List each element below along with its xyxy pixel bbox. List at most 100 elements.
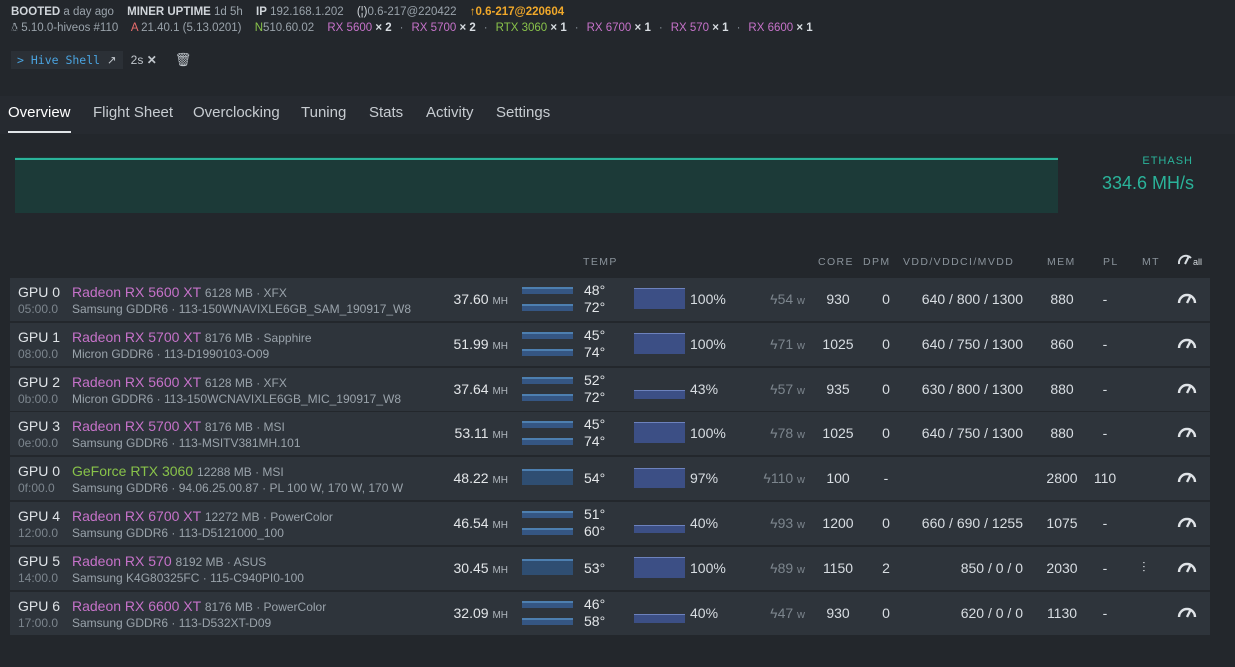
- gpu-row[interactable]: GPU 1 08:00.0 Radeon RX 5700 XT 8176 MB …: [10, 322, 1210, 366]
- sliders-icon[interactable]: ⫶: [1142, 558, 1146, 575]
- gpu-bus: 0e:00.0: [18, 436, 59, 451]
- tab-overview[interactable]: Overview: [8, 104, 71, 133]
- gauge-icon[interactable]: [1177, 424, 1197, 438]
- gauge-icon[interactable]: [1177, 335, 1197, 349]
- amd-prefix: A: [130, 22, 138, 34]
- hashrate-unit: MH: [492, 609, 508, 621]
- tab-overclocking[interactable]: Overclocking: [193, 104, 280, 121]
- gpu-name: Radeon RX 6600 XT 8176 MB · PowerColor: [72, 598, 326, 614]
- gpu-memory: 8176 MB · MSI: [204, 420, 285, 435]
- gpu-details: Samsung GDDR6 · 113-D532XT-D09: [72, 615, 272, 630]
- core-clock: 1150: [822, 559, 854, 576]
- power: ϟ57 w: [770, 381, 805, 397]
- kernel: 5.10.0-hiveos #110: [21, 22, 119, 34]
- gpu-bus: 17:00.0: [18, 615, 59, 630]
- temp-bar: [522, 304, 573, 311]
- hashrate-value: 53.11: [454, 425, 489, 442]
- core-temp: 53°: [584, 559, 606, 576]
- tab-stats[interactable]: Stats: [369, 104, 404, 121]
- tab-flight-sheet[interactable]: Flight Sheet: [93, 104, 174, 121]
- core-clock: 930: [826, 291, 850, 307]
- power-unit: w: [797, 563, 805, 576]
- gpu-row[interactable]: GPU 2 0b:00.0 Radeon RX 5600 XT 6128 MB …: [10, 367, 1210, 411]
- power-value: 78: [777, 425, 794, 442]
- gpu-count-model: RX 5600: [327, 22, 373, 34]
- trash-icon[interactable]: 🗑︎: [174, 52, 192, 67]
- hashrate-value: 37.60: [453, 291, 489, 307]
- gpu-row[interactable]: GPU 6 17:00.0 Radeon RX 6600 XT 8176 MB …: [10, 591, 1210, 635]
- gauge-icon[interactable]: [1177, 290, 1197, 304]
- gpu-row[interactable]: GPU 4 12:00.0 Radeon RX 6700 XT 12272 MB…: [10, 502, 1210, 545]
- shell-bar: > Hive Shell ↗ 2s ✕ 🗑︎: [11, 51, 191, 69]
- separator: ·: [574, 22, 579, 34]
- tab-activity[interactable]: Activity: [426, 104, 474, 121]
- bolt-icon: ϟ: [770, 559, 778, 576]
- hashrate-value: 48.22: [453, 470, 489, 487]
- gpu-details: Samsung GDDR6 · 113-D5121000_100: [72, 526, 284, 540]
- tab-tuning[interactable]: Tuning: [301, 104, 347, 121]
- fan-percent: 97%: [690, 470, 719, 487]
- hive-shell-button[interactable]: > Hive Shell ↗: [11, 51, 123, 69]
- close-icon[interactable]: ✕: [146, 53, 157, 67]
- header-mt: MT: [1142, 256, 1160, 268]
- gauge-icon[interactable]: [1177, 469, 1197, 483]
- temp-bar: [522, 348, 573, 356]
- mem-clock: 880: [1050, 291, 1074, 307]
- temp-bar: [522, 469, 573, 486]
- tab-settings[interactable]: Settings: [496, 104, 551, 121]
- bolt-icon: ϟ: [770, 604, 778, 621]
- power: ϟ93 w: [770, 515, 805, 531]
- temp-bar: [522, 558, 573, 575]
- power-value: 71: [777, 335, 794, 352]
- mem-temp: 58°: [584, 612, 606, 629]
- gpu-hashrate: 30.45 MH: [454, 560, 509, 576]
- update-icon[interactable]: ↑: [469, 6, 476, 18]
- status-line: BOOTED a day ago MINER UPTIME 1d 5h IP 1…: [11, 6, 564, 18]
- gpu-row[interactable]: GPU 0 0f:00.0 GeForce RTX 3060 12288 MB …: [10, 457, 1210, 501]
- voltages: 640 / 750 / 1300: [921, 335, 1023, 352]
- gpu-bus: 14:00.0: [18, 570, 59, 585]
- gpu-name: Radeon RX 5600 XT 6128 MB · XFX: [72, 284, 287, 300]
- core-temp: 46°: [584, 595, 606, 612]
- gpu-row[interactable]: GPU 3 0e:00.0 Radeon RX 5700 XT 8176 MB …: [10, 412, 1210, 456]
- bolt-icon: ϟ: [770, 425, 778, 442]
- system-line: 🐧︎ 5.10.0-hiveos #110 A 21.40.1 (5.13.02…: [11, 22, 813, 36]
- bolt-icon: ϟ: [770, 380, 778, 397]
- ip-label: IP: [256, 6, 267, 18]
- temp-bar: [522, 511, 573, 518]
- core-clock: 1025: [822, 425, 854, 442]
- header-dpm: DPM: [863, 256, 891, 268]
- gpu-details: Micron GDDR6 · 113-150WCNAVIXLE6GB_MIC_1…: [72, 391, 402, 406]
- gpu-id: GPU 0: [18, 284, 61, 300]
- gauge-icon[interactable]: [1177, 559, 1197, 573]
- core-temp: 48°: [584, 282, 606, 298]
- power-limit: -: [1102, 380, 1108, 397]
- update-version[interactable]: 0.6-217@220604: [475, 6, 565, 18]
- gpu-count-model: RTX 3060: [495, 22, 548, 34]
- gauge-icon: [1177, 254, 1192, 265]
- power-value: 54: [777, 291, 794, 307]
- fan-bar: [634, 389, 685, 399]
- gpu-model: Radeon RX 570: [72, 552, 172, 569]
- core-temp: 54°: [584, 470, 606, 487]
- gpu-memory: 12272 MB · PowerColor: [204, 510, 333, 524]
- gpu-row[interactable]: GPU 5 14:00.0 Radeon RX 570 8192 MB · AS…: [10, 546, 1210, 590]
- gauge-icon[interactable]: [1177, 380, 1197, 394]
- tune-all-button[interactable]: all: [1177, 253, 1202, 268]
- gpu-model: Radeon RX 6700 XT: [72, 508, 201, 524]
- core-clock: 100: [826, 470, 850, 487]
- amd-driver: 21.40.1 (5.13.0201): [141, 22, 242, 34]
- tab-bar: Overview Flight Sheet Overclocking Tuning St…: [0, 96, 1235, 134]
- gauge-icon[interactable]: [1177, 514, 1197, 528]
- hashrate-unit: MH: [492, 340, 508, 352]
- power: ϟ110 w: [763, 470, 805, 486]
- bolt-icon: ϟ: [770, 291, 778, 307]
- gpu-row[interactable]: GPU 0 05:00.0 Radeon RX 5600 XT 6128 MB …: [10, 278, 1210, 321]
- fan-bar: [634, 614, 685, 623]
- gpu-id: GPU 5: [18, 552, 61, 569]
- power: ϟ54 w: [770, 291, 805, 307]
- gauge-icon[interactable]: [1177, 604, 1197, 618]
- gpu-id: GPU 2: [18, 373, 61, 390]
- all-label: all: [1193, 257, 1203, 267]
- mem-temp: 60°: [584, 523, 606, 539]
